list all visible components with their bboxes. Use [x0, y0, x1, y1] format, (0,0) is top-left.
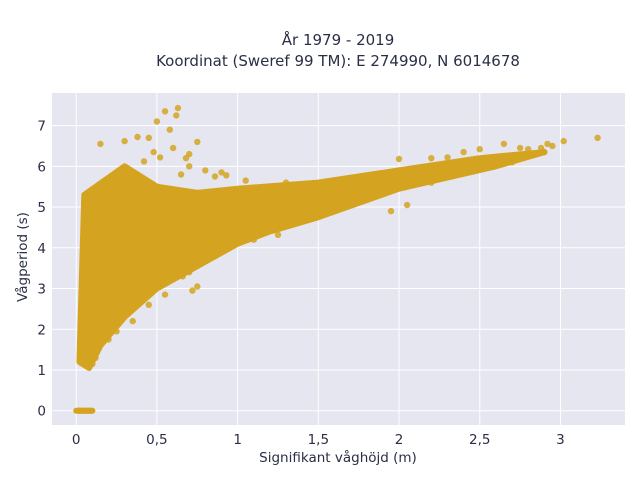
data-point [560, 137, 567, 145]
data-point [161, 108, 169, 115]
data-point [544, 140, 551, 148]
data-point [533, 150, 540, 158]
data-point [161, 291, 169, 298]
x-tick-label: 3 [556, 432, 565, 448]
data-point [525, 146, 532, 153]
chart-title-line-1: År 1979 - 2019 [282, 30, 395, 49]
data-point [202, 167, 209, 174]
data-point [428, 155, 435, 162]
data-point [134, 133, 141, 141]
data-point [113, 328, 120, 335]
data-point [77, 354, 85, 361]
data-point [169, 144, 177, 152]
data-point [403, 201, 411, 209]
y-tick-label: 7 [37, 119, 46, 135]
x-tick-label: 0,5 [146, 432, 167, 448]
data-point [266, 189, 274, 196]
data-point [211, 173, 219, 180]
data-point [218, 169, 225, 176]
data-point [177, 171, 185, 178]
data-point [274, 231, 282, 238]
data-point [186, 269, 193, 276]
data-point [282, 179, 290, 186]
y-tick-label: 4 [37, 241, 46, 257]
data-point [140, 158, 148, 165]
data-point [223, 172, 230, 179]
data-point [85, 362, 93, 370]
data-point [468, 165, 475, 172]
data-point [174, 104, 182, 112]
data-point [549, 142, 556, 150]
data-point [153, 118, 161, 125]
data-point [395, 155, 403, 163]
data-point [594, 134, 601, 141]
data-point [76, 407, 83, 414]
data-point [156, 154, 164, 161]
tick-labels: 0 0,5 1 1,5 2 2,5 3 0 1 2 3 4 5 6 7 [37, 119, 564, 448]
data-point [189, 287, 196, 294]
data-point [145, 134, 152, 141]
data-point [476, 146, 483, 153]
data-point [179, 273, 186, 280]
y-tick-label: 2 [37, 322, 46, 338]
data-point [186, 150, 193, 158]
x-tick-label: 0 [72, 432, 81, 448]
data-point [186, 163, 193, 170]
data-point [145, 301, 152, 308]
data-point [460, 148, 467, 156]
dense-point-cloud [76, 149, 548, 371]
data-points [73, 104, 601, 414]
data-point [166, 126, 173, 133]
y-tick-label: 6 [37, 159, 46, 175]
data-point [173, 112, 180, 119]
x-tick-label: 2 [395, 432, 404, 448]
data-point [210, 246, 217, 253]
data-point [92, 354, 99, 361]
data-point [484, 159, 491, 167]
data-point [242, 177, 249, 184]
data-point [428, 179, 435, 186]
data-point [363, 181, 370, 188]
x-axis-title: Signifikant våghöjd (m) [259, 449, 417, 466]
data-point [444, 154, 451, 161]
y-axis-title: Vågperiod (s) [14, 212, 31, 302]
y-tick-label: 5 [37, 200, 46, 216]
data-point [121, 137, 128, 145]
data-point [129, 317, 136, 325]
data-point [541, 148, 548, 156]
y-tick-label: 3 [37, 282, 46, 298]
x-tick-label: 1,5 [308, 432, 329, 448]
data-point [387, 207, 395, 215]
data-point [105, 336, 112, 343]
data-point [150, 148, 157, 156]
data-point [194, 283, 201, 290]
data-point [194, 138, 201, 146]
data-point [508, 159, 516, 166]
x-tick-label: 2,5 [469, 432, 490, 448]
x-tick-label: 1 [233, 432, 242, 448]
data-point [500, 140, 508, 148]
data-point [87, 407, 94, 414]
y-tick-label: 0 [37, 404, 46, 420]
data-point [250, 236, 257, 243]
chart-title-line-2: Koordinat (Sweref 99 TM): E 274990, N 60… [156, 52, 520, 70]
data-point [97, 140, 104, 148]
data-point [516, 144, 524, 152]
y-tick-label: 1 [37, 363, 46, 379]
